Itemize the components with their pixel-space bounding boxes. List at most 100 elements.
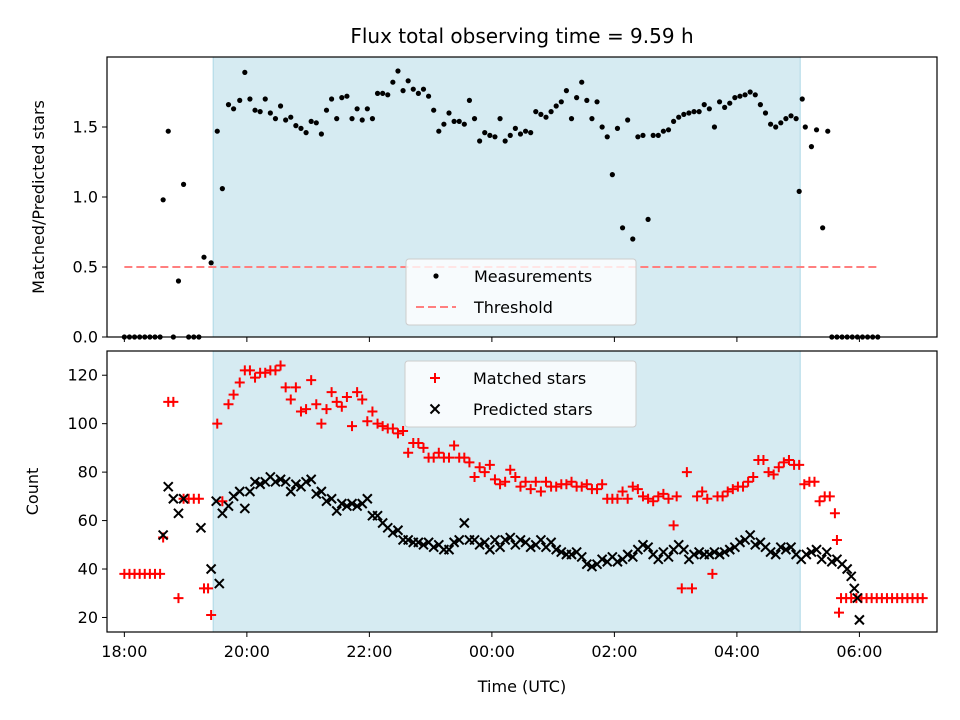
measurement-point [477,138,483,144]
measurement-point [625,117,631,123]
measurement-point [619,225,626,231]
matched-star-point [326,387,337,398]
matched-star-point [155,568,166,579]
measurement-point [277,103,284,109]
measurement-point [609,172,615,178]
predicted-star-point [826,556,838,567]
measurement-point [446,110,452,116]
measurement-point [538,111,544,117]
measurement-point [466,97,473,103]
matched-star-point [285,394,296,405]
matched-star-point [168,396,179,407]
predicted-star-point [346,498,358,509]
matched-star-point [479,467,490,478]
matched-star-point [686,583,697,594]
measurement-point [686,110,692,116]
predicted-star-point [780,544,792,555]
matched-star-point [535,486,546,497]
matched-star-point [668,520,679,531]
matched-star-point [783,455,794,466]
predicted-star-point [280,476,291,488]
predicted-star-point [305,474,317,485]
predicted-star-point [775,542,787,553]
matched-star-point [824,491,835,502]
predicted-star-point [566,549,577,560]
matched-star-point [433,447,444,458]
predicted-star-point [846,571,857,582]
measurement-point [318,131,324,137]
bottom-panel-star-counts: 20 40 60 80 100 120 18:00 20:00 22:00 00:00 02:00 0… [23,350,938,661]
legend-label: Predicted stars [473,400,593,419]
y-tick-label: 0.0 [73,328,98,347]
measurement-point [665,127,672,133]
matched-star-point [829,508,840,519]
predicted-star-point [596,554,608,565]
matched-star-point [717,491,728,502]
measurement-point [308,118,314,124]
predicted-star-point [351,500,363,512]
matched-star-point [484,459,495,470]
matched-star-point [692,491,703,502]
legend-label: Matched stars [473,369,586,388]
measurement-point [579,79,585,85]
measurement-point [788,113,794,119]
measurement-point [563,88,570,94]
measurement-point [773,124,779,130]
measurement-point [390,79,396,85]
matched-star-point [515,481,526,492]
measurement-point [796,188,802,194]
measurement-point [415,90,421,96]
predicted-star-point [326,493,337,504]
predicted-star-point [515,534,526,546]
predicted-star-point [535,534,547,546]
measurement-point [568,116,575,122]
matched-star-point [217,496,228,507]
predicted-star-point [505,532,516,543]
predicted-star-point [821,546,832,558]
measurement-point [747,89,753,95]
measurement-point [492,134,498,140]
predicted-star-point [331,505,342,517]
measurement-point [456,118,462,124]
measurement-point [252,107,258,113]
matched-star-point [474,462,485,473]
legend-marker-predicted [429,403,441,415]
predicted-star-point [724,544,735,555]
y-tick-label: 60 [78,511,98,530]
matched-star-point [290,382,301,393]
measurement-point [614,125,621,131]
matched-star-point [347,421,358,432]
y-tick-label: 1.5 [73,118,98,137]
matched-star-point [444,452,455,463]
bottom-legend: Matched stars Predicted stars [404,360,637,428]
legend-marker-matched [430,373,440,383]
legend-label: Threshold [473,298,553,317]
series-predicted-stars [157,471,865,626]
predicted-star-point [854,614,865,626]
matched-star-point [413,438,424,449]
predicted-star-point [402,534,414,546]
top-panel-measurements-ratio: 0.0 0.5 1.0 1.5 Matched/Predicted stars Measu… [29,56,938,347]
matched-star-point [203,583,214,594]
predicted-star-point [556,546,567,558]
y-tick-label: 40 [78,560,98,579]
matched-star-point [643,493,654,504]
measurement-point [323,107,330,113]
predicted-star-point [341,500,353,512]
predicted-star-point [163,481,174,492]
matched-star-point [566,476,577,487]
predicted-star-point [249,476,261,488]
measurement-point [165,128,171,134]
matched-star-point [260,367,271,378]
predicted-star-point [195,522,207,534]
measurement-point [293,123,299,129]
predicted-star-point [719,546,730,558]
matched-star-point [489,474,500,485]
matched-star-point [321,404,332,415]
measurement-point [802,124,808,130]
matched-star-point [768,469,779,480]
predicted-star-point [316,486,327,497]
measurement-point [354,106,360,112]
predicted-star-point [627,551,638,563]
